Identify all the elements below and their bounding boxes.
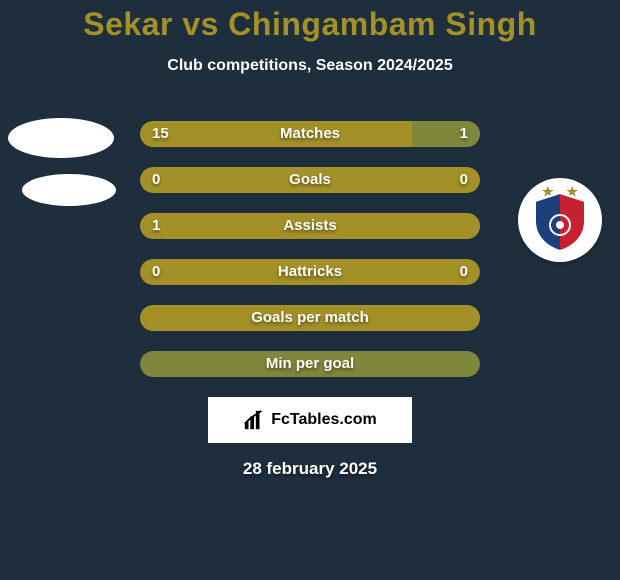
stat-label: Goals [140,167,480,193]
comparison-chart: Matches151Goals00Assists1Hattricks00Goal… [140,121,480,377]
stat-label: Goals per match [140,305,480,331]
stat-row: Goals0 0 [140,167,480,193]
bars-icon [243,409,265,431]
site-brand-badge: FcTables.com [208,397,412,443]
page-subtitle: Club competitions, Season 2024/2025 [0,57,620,75]
stat-value-left: 15 [152,121,169,147]
stat-value-right: 0 [460,259,468,285]
player1-avatar-placeholder [8,118,114,158]
shield-icon [531,191,589,253]
stat-row: Min per goal [140,351,480,377]
stat-row: Assists1 [140,213,480,239]
stat-label: Matches [140,121,480,147]
snapshot-date: 28 february 2025 [0,459,620,479]
stat-row: Matches15 1 [140,121,480,147]
stat-value-left: 0 [152,167,160,193]
stat-label: Assists [140,213,480,239]
stat-value-right: 0 [460,167,468,193]
stat-value-left: 0 [152,259,160,285]
site-brand-text: FcTables.com [271,411,377,429]
stat-value-right: 1 [460,121,468,147]
stat-row: Goals per match [140,305,480,331]
stat-label: Min per goal [140,351,480,377]
page-title: Sekar vs Chingambam Singh [0,0,620,43]
stat-label: Hattricks [140,259,480,285]
player2-avatar-placeholder [22,174,116,206]
stat-row: Hattricks0 0 [140,259,480,285]
club-badge: ★ ★ [518,178,602,262]
stat-value-left: 1 [152,213,160,239]
